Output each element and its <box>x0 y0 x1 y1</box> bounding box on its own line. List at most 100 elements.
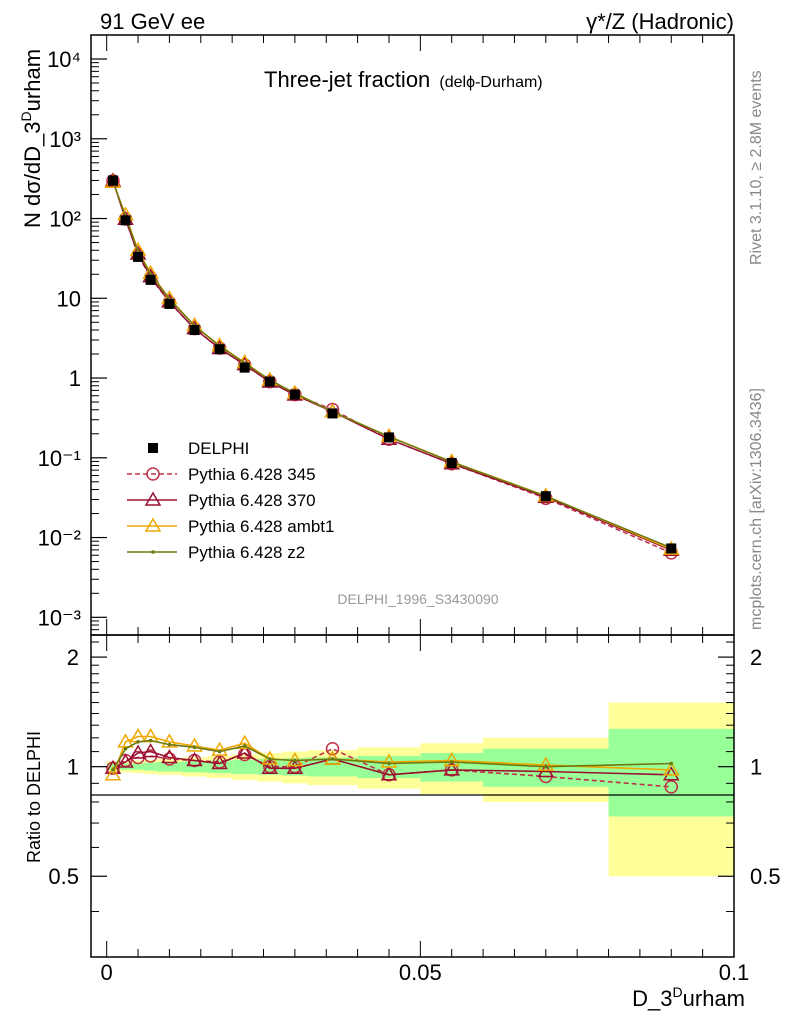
ratio-axis-ticks: 2 2 1 1 0.5 0.5 0 0.05 0.1 <box>48 635 781 985</box>
watermark-label: DELPHI_1996_S3430090 <box>337 591 498 607</box>
ratio-series-marker <box>111 768 115 772</box>
legend-label: Pythia 6.428 z2 <box>188 543 305 562</box>
ratio-y-tick-label: 0.5 <box>48 864 79 889</box>
main-y-tick-label: 10² <box>49 207 81 232</box>
main-title-suffix: (delϕ-Durham) <box>439 74 542 91</box>
x-tick-label: 0.05 <box>399 960 442 985</box>
ratio-series-marker <box>104 766 122 781</box>
legend-label: Pythia 6.428 345 <box>188 465 316 484</box>
header-right-label: γ*/Z (Hadronic) <box>586 9 734 34</box>
data-point-marker <box>289 389 300 400</box>
ratio-series-marker <box>261 759 279 775</box>
ratio-series-marker <box>267 757 272 761</box>
ratio-y-tick-label-right: 1 <box>750 755 762 780</box>
main-y-tick-label: 10⁻² <box>38 526 81 551</box>
legend-marker <box>144 517 162 532</box>
ratio-series-marker <box>325 742 340 756</box>
legend-label: DELPHI <box>188 439 249 458</box>
inner-uncertainty-band <box>608 728 734 817</box>
main-y-tick-label: 10⁻¹ <box>38 446 81 471</box>
ratio-series-marker <box>324 750 341 765</box>
ratio-series-marker <box>242 744 247 748</box>
legend-label: Pythia 6.428 370 <box>188 491 316 510</box>
ratio-series-marker <box>293 758 297 763</box>
ratio-series-marker <box>142 743 159 758</box>
data-point-marker <box>327 408 338 419</box>
main-series-layer <box>104 172 680 560</box>
ratio-series-marker <box>211 755 228 770</box>
ratio-series-marker <box>286 751 304 767</box>
main-title: Three-jet fraction (delϕ-Durham) <box>264 67 543 92</box>
ratio-series-marker <box>380 766 398 781</box>
ratio-series-marker <box>167 742 172 747</box>
data-point-marker <box>446 458 457 469</box>
ratio-series-marker <box>662 761 680 776</box>
ratio-series-marker <box>186 737 203 752</box>
inner-uncertainty-band <box>420 753 484 782</box>
data-point-marker <box>214 344 225 355</box>
inner-uncertainty-band <box>144 762 157 771</box>
legend-label: Pythia 6.428 ambt1 <box>188 517 334 536</box>
ratio-series-marker <box>544 764 548 769</box>
main-y-tick-label: 1 <box>69 366 81 391</box>
ratio-series-marker <box>161 733 178 748</box>
main-y-tick-label: 10⁴ <box>47 47 81 72</box>
main-y-axis-label: N dσ/dD_3Durham <box>18 49 45 228</box>
data-point-marker <box>164 298 175 309</box>
data-point-marker <box>264 376 275 387</box>
ratio-series-marker <box>186 751 203 767</box>
data-point-marker <box>189 325 200 336</box>
ratio-series-marker <box>443 751 461 767</box>
data-point-marker <box>133 251 144 262</box>
ratio-series-marker <box>662 766 680 781</box>
ratio-series-marker <box>148 738 153 743</box>
inner-uncertainty-band <box>232 759 258 774</box>
x-axis-label: D_3Durham <box>632 984 745 1011</box>
ratio-series-marker <box>136 740 140 744</box>
data-point-marker <box>666 543 677 554</box>
ratio-series-marker <box>217 749 222 754</box>
ratio-y-tick-label-right: 2 <box>750 645 762 670</box>
data-point-marker <box>540 491 551 502</box>
ratio-series-marker <box>129 744 147 759</box>
main-panel: 10⁴ 10³ 10² 10 1 10⁻¹ 10⁻² 10⁻³ Three-jet fract… <box>18 34 735 636</box>
ratio-series-marker <box>236 744 253 759</box>
ratio-uncertainty-bands <box>106 702 734 877</box>
ratio-series-marker <box>443 761 461 776</box>
ratio-series-marker <box>117 753 134 768</box>
ratio-y-tick-label: 2 <box>67 645 79 670</box>
inner-uncertainty-band <box>156 761 182 772</box>
legend-marker <box>144 491 162 506</box>
data-point-marker <box>145 274 156 285</box>
ratio-series-marker <box>236 734 253 749</box>
ratio-series-marker <box>380 753 398 768</box>
ratio-series-marker <box>449 760 454 764</box>
ratio-frame <box>90 634 735 958</box>
x-tick-label: 0 <box>101 960 113 985</box>
main-axis-ticks: 10⁴ 10³ 10² 10 1 10⁻¹ 10⁻² 10⁻³ <box>38 34 735 636</box>
legend-marker <box>148 443 158 453</box>
inner-uncertainty-band <box>131 763 145 770</box>
mcplots-label: mcplots.cern.ch [arXiv:1306.3436] <box>748 388 765 630</box>
ratio-y-tick-label: 1 <box>67 755 79 780</box>
legend-marker <box>146 467 160 481</box>
ratio-series-marker <box>161 748 178 764</box>
legend-marker <box>151 550 155 554</box>
ratio-series-marker <box>211 741 228 756</box>
ratio-series-marker <box>123 746 128 751</box>
ratio-series-marker <box>387 761 391 766</box>
main-y-tick-label: 10⁻³ <box>38 605 81 630</box>
ratio-series-layer <box>104 728 680 794</box>
ratio-series-marker <box>664 780 679 794</box>
ratio-series-marker <box>129 728 147 743</box>
ratio-series-marker <box>192 745 197 750</box>
ratio-series-marker <box>286 759 304 775</box>
ratio-series-marker <box>669 761 674 766</box>
data-point-marker <box>383 432 394 443</box>
ratio-y-tick-label-right: 0.5 <box>750 864 781 889</box>
rivet-label: Rivet 3.1.10, ≥ 2.8M events <box>748 70 765 265</box>
ratio-panel: 2 2 1 1 0.5 0.5 0 0.05 0.1 Ratio to DELPHI <box>24 634 781 985</box>
ratio-y-axis-label: Ratio to DELPHI <box>24 731 44 863</box>
data-point-marker <box>120 215 131 226</box>
